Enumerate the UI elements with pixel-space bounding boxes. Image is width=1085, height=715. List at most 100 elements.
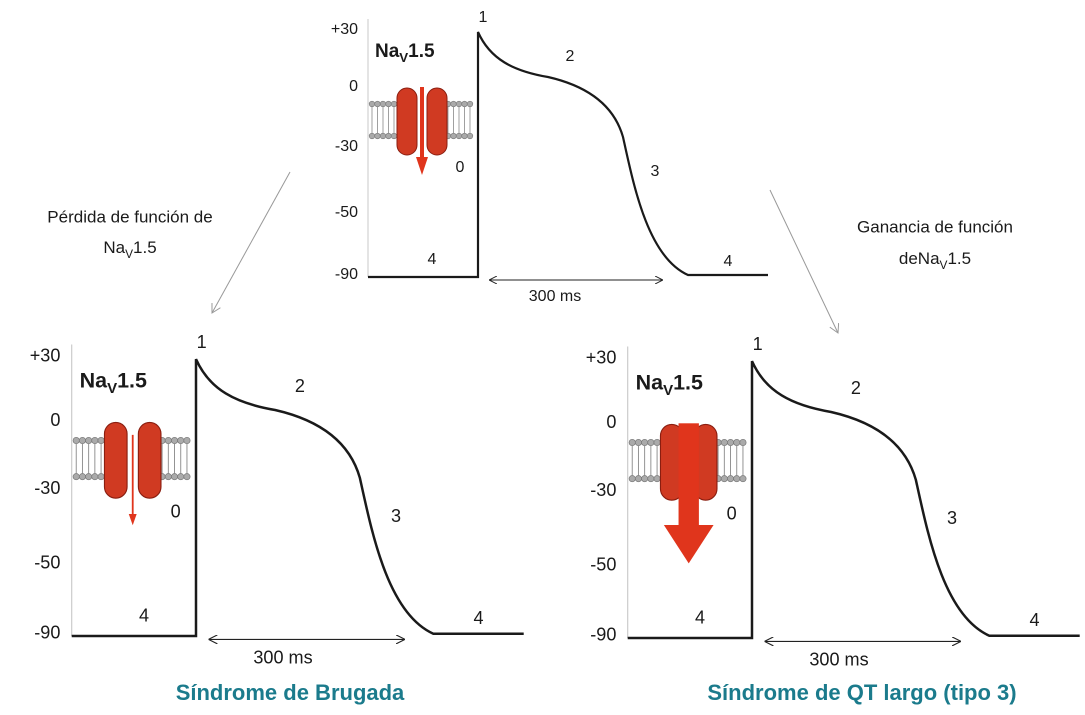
lipid-head <box>177 473 185 481</box>
lipid-head <box>466 100 474 108</box>
lipid-head <box>385 100 392 108</box>
y-label: +30 <box>331 21 358 38</box>
lipid-head <box>628 439 636 447</box>
duration-label: 300 ms <box>529 288 581 305</box>
lipid-head <box>390 132 398 140</box>
lipid-head <box>739 475 747 483</box>
lipid-head <box>72 437 80 445</box>
phase-label: 4 <box>428 251 437 268</box>
lipid-head <box>466 132 474 140</box>
y-label: 0 <box>349 78 358 95</box>
y-label: 0 <box>50 410 60 430</box>
syndrome-caption: Síndrome de QT largo (tipo 3) <box>707 680 1016 705</box>
label-base: Na <box>80 368 109 392</box>
phase-label: 2 <box>295 376 305 396</box>
y-label: 0 <box>606 412 616 432</box>
action-potential-trace <box>71 358 524 638</box>
lipid-head <box>379 100 387 108</box>
y-label: -30 <box>335 138 358 155</box>
y-label: -90 <box>590 625 616 645</box>
lipid-head <box>720 475 728 483</box>
lipid-head <box>450 100 457 108</box>
lipid-head <box>368 100 376 108</box>
sodium-current-arrowhead <box>416 157 428 175</box>
channel-subunit <box>103 421 128 499</box>
lipid-head <box>450 132 457 140</box>
lipid-head <box>78 437 86 445</box>
y-label: -90 <box>34 623 60 643</box>
phase-label: 0 <box>727 504 737 524</box>
lipid-head <box>164 473 172 481</box>
lipid-head <box>641 439 649 447</box>
lipid-head <box>634 439 642 447</box>
membrane <box>72 437 191 481</box>
phase-label: 0 <box>171 502 181 522</box>
phase-label: 1 <box>197 332 207 352</box>
label-sub: V <box>399 50 408 65</box>
label-prefix: de <box>899 249 918 268</box>
action-potential-panel: +30 0 -30 -50 -90 1 2 3 0 4 4 300 ms NaV1.5 <box>331 9 768 305</box>
membrane <box>368 100 474 140</box>
phase-label: 2 <box>566 48 575 65</box>
lipid-head <box>97 473 105 481</box>
lipid-head <box>164 437 172 445</box>
lipid-head <box>85 437 93 445</box>
transition-arrow <box>769 189 838 333</box>
action-potential-trace <box>368 31 768 279</box>
sodium-current-arrow <box>678 423 699 528</box>
channel-subunit <box>396 87 418 156</box>
phase-label: 4 <box>724 253 733 270</box>
lipid-head <box>374 100 381 108</box>
sodium-current-arrowhead <box>128 513 137 526</box>
lipid-head <box>461 100 468 108</box>
transition-label: NaV1.5 <box>103 238 156 261</box>
lipid-head <box>727 439 735 447</box>
label-suffix: 1.5 <box>408 41 435 62</box>
lipid-head <box>368 132 376 140</box>
transition-label: Ganancia de función <box>857 217 1013 236</box>
lipid-head <box>733 439 741 447</box>
lipid-head <box>461 132 468 140</box>
y-label: -30 <box>590 480 616 500</box>
lipid-head <box>647 475 655 483</box>
transition-arrow <box>212 171 291 313</box>
channel-label: NaV1.5 <box>636 370 703 399</box>
y-label: +30 <box>586 348 617 368</box>
action-potential-panel: +30 0 -30 -50 -90 1 2 3 0 4 4 300 ms NaV1.5 <box>30 332 524 667</box>
phase-label: 2 <box>851 378 861 398</box>
lipid-head <box>727 475 735 483</box>
label-suffix: 1.5 <box>947 249 971 268</box>
lipid-head <box>653 439 661 447</box>
sodium-current-arrowhead <box>663 525 714 564</box>
lipid-head <box>628 475 636 483</box>
y-label: -50 <box>335 204 358 221</box>
lipid-head <box>739 439 747 447</box>
channel-label: NaV1.5 <box>80 368 147 397</box>
label-suffix: 1.5 <box>117 368 147 392</box>
phase-label: 1 <box>479 9 488 26</box>
phase-label: 4 <box>139 606 149 626</box>
y-label: -90 <box>335 266 358 283</box>
label-base: Na <box>375 41 400 62</box>
lipid-head <box>455 100 463 108</box>
lipid-head <box>171 473 179 481</box>
y-label: -50 <box>34 552 60 572</box>
phase-label: 4 <box>473 608 483 628</box>
syndrome-caption: Síndrome de Brugada <box>176 680 405 705</box>
channel-subunit <box>426 87 448 156</box>
phase-label: 3 <box>391 506 401 526</box>
lipid-head <box>171 437 179 445</box>
label-base: Na <box>103 238 125 257</box>
lipid-head <box>374 132 381 140</box>
phase-label: 1 <box>753 334 763 354</box>
channel-label: NaV1.5 <box>375 41 435 65</box>
lipid-head <box>72 473 80 481</box>
lipid-head <box>85 473 93 481</box>
phase-label: 3 <box>651 163 660 180</box>
label-base: Na <box>918 249 940 268</box>
phase-label: 3 <box>947 508 957 528</box>
transition-label: deNaV1.5 <box>899 249 971 272</box>
label-suffix: 1.5 <box>133 238 157 257</box>
label-sub: V <box>940 258 948 272</box>
